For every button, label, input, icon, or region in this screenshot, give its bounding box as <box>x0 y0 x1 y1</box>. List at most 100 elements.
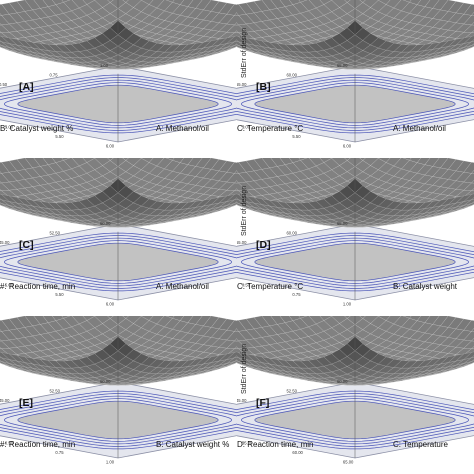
x-tick-label: 60.00 <box>100 379 111 384</box>
y-tick-label: 5.50 <box>55 134 64 139</box>
y-tick-label: 0.50 <box>242 283 251 288</box>
response-surface <box>0 158 237 228</box>
surface-plot-svg: 0.6411060.5710240.4869420.4328610.326779… <box>0 316 237 465</box>
contour-line <box>4 398 232 442</box>
y-tick-label: 55.00 <box>242 441 253 446</box>
y-axis-label: A: Methanol/oil <box>156 282 209 291</box>
x-tick-label: 0.75 <box>49 72 58 77</box>
contour-line <box>237 393 474 447</box>
x-tick-label: 52.50 <box>49 388 60 393</box>
y-tick-label: 5.00 <box>5 125 14 130</box>
contour-line <box>237 235 474 289</box>
panel-label: [D] <box>256 239 271 251</box>
y-axis-label: A: Methanol/oil <box>393 124 446 133</box>
contour-line <box>0 390 237 450</box>
contour-line <box>0 395 237 445</box>
surface-panel-e: 0.6411060.5710240.4869420.4328610.326779… <box>0 316 237 474</box>
x-tick-label: 1.00 <box>100 63 109 68</box>
x-tick-label: 60.00 <box>337 379 348 384</box>
surface-panel-c: 0.6411060.5710240.4869420.4328610.326779… <box>0 158 237 316</box>
surface-plot-svg: 0.6411060.5710240.4869420.4328610.326779… <box>0 0 237 149</box>
x-tick-label: 55.00 <box>237 240 247 245</box>
surface-plot-svg: 0.6411060.5710240.4869420.4328610.326779… <box>0 158 237 307</box>
surface-plot-svg: 0.6411060.5710240.4869420.4328610.326779… <box>237 316 474 465</box>
y-tick-label: 6.00 <box>106 302 115 307</box>
contour-line <box>0 77 237 131</box>
contour-line <box>0 235 237 289</box>
surface-panel-f: 0.6411060.5710240.4869420.4328610.326779… <box>237 316 474 474</box>
x-axis-label: #: Reaction time, min <box>0 282 75 291</box>
x-tick-label: 55.00 <box>237 82 247 87</box>
x-tick-label: 45.00 <box>0 240 10 245</box>
contour-line <box>241 398 469 442</box>
y-tick-label: 65.00 <box>343 460 354 465</box>
contour-line <box>0 74 237 134</box>
contour-line <box>237 79 474 129</box>
contour-line <box>237 77 474 131</box>
y-tick-label: 1.00 <box>343 302 352 307</box>
x-tick-label: 60.00 <box>286 72 297 77</box>
y-axis-label: C: Temperature <box>393 440 449 449</box>
contour-line <box>4 240 232 284</box>
panel-label: [F] <box>256 397 269 409</box>
contour-line <box>0 232 237 292</box>
x-tick-label: 52.50 <box>49 230 60 235</box>
y-axis-label: A: Methanol/oil <box>156 124 209 133</box>
contour-line <box>4 82 232 126</box>
y-tick-label: 1.00 <box>106 460 115 465</box>
contour-line <box>0 237 237 287</box>
x-tick-label: 60.00 <box>286 230 297 235</box>
surface-panel-d: 0.6411060.5710240.4869420.4328610.326779… <box>237 158 474 316</box>
x-tick-label: 60.00 <box>100 221 111 226</box>
x-tick-label: 45.00 <box>0 398 10 403</box>
response-surface <box>237 158 474 228</box>
panel-label: [E] <box>19 397 33 409</box>
contour-line <box>237 237 474 287</box>
x-axis-label: C: Temperature °C <box>237 282 303 291</box>
surface-plot-svg: 0.6411060.5710240.4869420.4328610.326779… <box>237 0 474 149</box>
y-tick-label: 60.00 <box>292 450 303 455</box>
y-tick-label: 5.00 <box>242 125 251 130</box>
y-tick-label: 5.50 <box>292 134 301 139</box>
y-tick-label: 5.00 <box>5 283 14 288</box>
response-surface <box>0 0 237 70</box>
y-tick-label: 0.50 <box>5 441 14 446</box>
surface-panel-a: 0.6411060.5710240.4869420.4328610.326779… <box>0 0 237 158</box>
surface-plot-svg: 0.6411060.5710240.4869420.4328610.326779… <box>237 158 474 307</box>
panel-label: [A] <box>19 81 34 93</box>
x-tick-label: 45.00 <box>237 398 247 403</box>
x-axis-label: C: Temperature °C <box>237 124 303 133</box>
y-axis-label: B: Catalyst weight % <box>156 440 229 449</box>
y-tick-label: 6.00 <box>106 144 115 149</box>
response-surface <box>0 316 237 386</box>
x-tick-label: 65.00 <box>337 221 348 226</box>
y-tick-label: 5.50 <box>55 292 64 297</box>
panel-label: [C] <box>19 239 34 251</box>
contour-line <box>241 82 469 126</box>
z-axis-label: StdErr of design <box>241 28 248 78</box>
x-axis-label: B: Catalyst weight % <box>0 124 73 133</box>
surface-panel-b: 0.6411060.5710240.4869420.4328610.326779… <box>237 0 474 158</box>
z-axis-label: StdErr of design <box>241 344 248 394</box>
x-tick-label: 52.50 <box>286 388 297 393</box>
panel-label: [B] <box>256 81 271 93</box>
contour-line <box>0 79 237 129</box>
contour-line <box>241 240 469 284</box>
contour-line <box>237 390 474 450</box>
contour-line <box>237 395 474 445</box>
contour-line <box>237 232 474 292</box>
contour-line <box>0 393 237 447</box>
z-axis-label: StdErr of design <box>241 186 248 236</box>
y-tick-label: 0.75 <box>55 450 64 455</box>
contour-line <box>237 74 474 134</box>
x-axis-label: D: Reaction time, min <box>237 440 313 449</box>
x-tick-label: 65.00 <box>337 63 348 68</box>
x-axis-label: #: Reaction time, min <box>0 440 75 449</box>
y-tick-label: 0.75 <box>292 292 301 297</box>
x-tick-label: 0.50 <box>0 82 8 87</box>
y-tick-label: 6.00 <box>343 144 352 149</box>
y-axis-label: B: Catalyst weight <box>393 282 458 291</box>
response-surface <box>237 0 474 70</box>
response-surface <box>237 316 474 386</box>
